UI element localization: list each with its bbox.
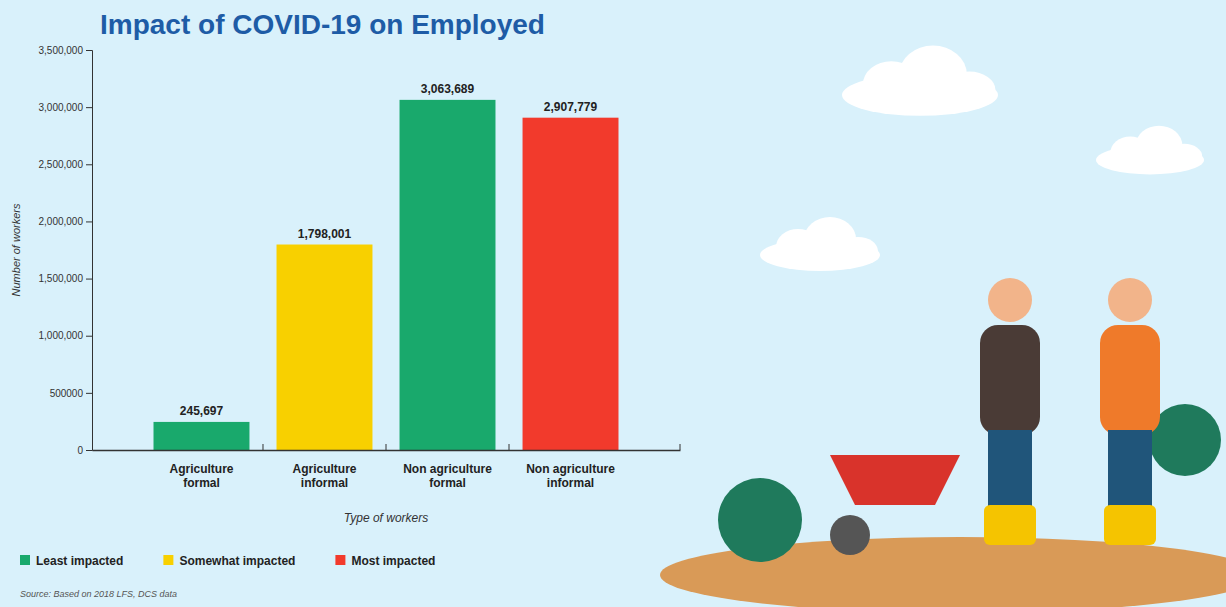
legend-swatch xyxy=(163,555,173,565)
data-label: 3,063,689 xyxy=(421,82,475,96)
figure xyxy=(1100,278,1160,545)
y-tick-label: 1,500,000 xyxy=(39,273,84,284)
x-tick: Agricultureinformal xyxy=(292,462,356,490)
y-tick-mark xyxy=(86,50,92,51)
wheelbarrow xyxy=(830,455,960,505)
y-tick-mark xyxy=(86,450,92,451)
x-tick-label: Agricultureformal xyxy=(169,462,233,490)
legend-swatch xyxy=(20,555,30,565)
y-tick-mark xyxy=(86,279,92,280)
y-tick-label: 1,000,000 xyxy=(39,330,84,341)
figure-head xyxy=(988,278,1032,322)
data-label: 2,907,779 xyxy=(544,100,598,114)
x-tick-label: Non agricultureinformal xyxy=(526,462,615,490)
bar xyxy=(523,118,619,450)
x-tick: Agricultureformal xyxy=(169,462,233,490)
figure-boots xyxy=(984,505,1036,545)
legend-label: Least impacted xyxy=(36,554,123,568)
y-axis: 0 500000 1,000,000 1,500,000 2,000,000 2,500,… xyxy=(39,45,93,456)
chart-title: Impact of COVID-19 on Employed xyxy=(100,9,545,40)
y-tick-label: 3,500,000 xyxy=(39,45,84,56)
bush xyxy=(718,478,802,562)
x-axis-title: Type of workers xyxy=(344,511,428,525)
data-label: 245,697 xyxy=(180,404,224,418)
x-tick: Non agricultureinformal xyxy=(526,462,615,490)
y-axis-line xyxy=(86,51,93,451)
legend-swatch xyxy=(335,555,345,565)
bar xyxy=(400,100,496,450)
x-tick: Non agricultureformal xyxy=(403,462,492,490)
y-tick: 0 xyxy=(77,445,92,456)
y-tick: 500000 xyxy=(50,388,92,399)
source-note: Source: Based on 2018 LFS, DCS data xyxy=(20,589,177,599)
bars xyxy=(154,100,619,450)
x-separator xyxy=(509,444,510,450)
x-axis: Agricultureformal Agricultureinformal Non … xyxy=(93,444,681,490)
figure-body xyxy=(980,325,1040,435)
y-tick-label: 3,000,000 xyxy=(39,102,84,113)
legend: Least impacted Somewhat impacted Most impa… xyxy=(20,554,435,568)
y-tick-mark xyxy=(86,393,92,394)
y-tick-mark xyxy=(86,221,92,222)
legend-item: Least impacted xyxy=(20,554,123,568)
legend-item: Most impacted xyxy=(335,554,435,568)
y-axis-title: Number of workers xyxy=(10,203,22,296)
x-tick-label: Agricultureinformal xyxy=(292,462,356,490)
cloud xyxy=(842,46,998,116)
x-separator xyxy=(386,444,387,450)
figure-head xyxy=(1108,278,1152,322)
chart: 245,697 3,063,689 1,798,001 2,907,779 0 50000… xyxy=(0,0,1226,607)
cloud-part xyxy=(838,237,878,265)
y-tick: 2,500,000 xyxy=(39,159,93,170)
legend-label: Somewhat impacted xyxy=(179,554,295,568)
y-tick-label: 2,000,000 xyxy=(39,216,84,227)
cloud-part xyxy=(1166,144,1202,169)
data-label: 1,798,001 xyxy=(298,227,352,241)
figure-boots xyxy=(1104,505,1156,545)
bar xyxy=(277,245,373,450)
bar xyxy=(154,422,250,450)
legend-item: Somewhat impacted xyxy=(163,554,295,568)
data-labels: 245,697 3,063,689 1,798,001 2,907,779 xyxy=(180,82,598,418)
y-tick: 1,000,000 xyxy=(39,330,93,341)
y-tick-mark xyxy=(86,164,92,165)
y-tick: 3,500,000 xyxy=(39,45,93,56)
y-tick-mark xyxy=(86,336,92,337)
wheel xyxy=(830,515,870,555)
decoration xyxy=(660,46,1226,607)
y-tick-label: 500000 xyxy=(50,388,84,399)
cloud xyxy=(760,217,880,271)
y-tick: 2,000,000 xyxy=(39,216,93,227)
figure-body xyxy=(1100,325,1160,435)
x-separator xyxy=(262,444,263,450)
x-tick-label: Non agricultureformal xyxy=(403,462,492,490)
legend-label: Most impacted xyxy=(351,554,435,568)
x-separator xyxy=(680,444,681,450)
figure xyxy=(980,278,1040,545)
y-tick-label: 2,500,000 xyxy=(39,159,84,170)
y-tick: 3,000,000 xyxy=(39,102,93,113)
cloud xyxy=(1096,126,1204,175)
y-tick-mark xyxy=(86,107,92,108)
y-tick: 1,500,000 xyxy=(39,273,93,284)
y-tick-label: 0 xyxy=(77,445,83,456)
cloud-part xyxy=(943,72,995,108)
